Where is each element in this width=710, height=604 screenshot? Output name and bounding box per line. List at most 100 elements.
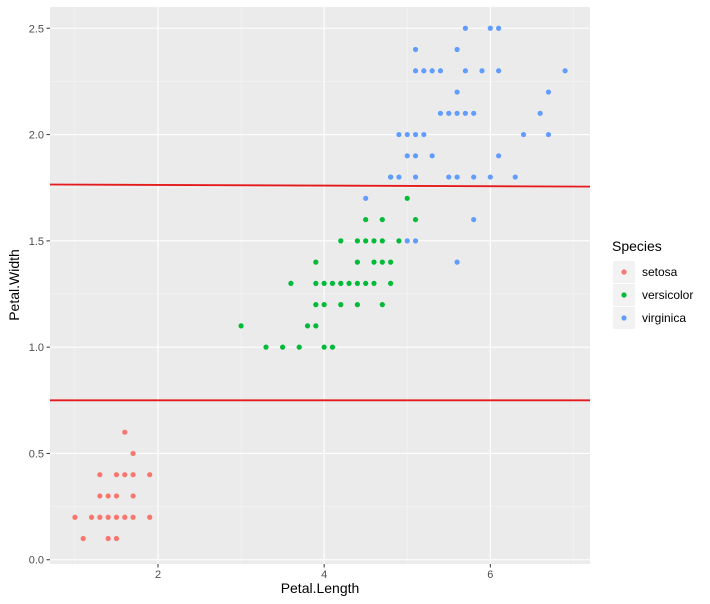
point-virginica — [471, 174, 477, 180]
x-axis-ticks: 2 4 6 — [155, 564, 493, 581]
point-versicolor — [379, 238, 385, 244]
point-virginica — [446, 174, 452, 180]
point-versicolor — [304, 323, 311, 329]
point-virginica — [388, 174, 394, 180]
point-setosa — [97, 493, 103, 499]
point-virginica — [421, 68, 427, 74]
point-versicolor — [388, 259, 394, 265]
legend-marker-setosa — [621, 269, 627, 275]
point-setosa — [147, 472, 153, 478]
point-virginica — [512, 174, 518, 180]
x-tick-label: 2 — [155, 569, 161, 581]
legend: Species setosa versicolor virginica — [612, 238, 693, 329]
point-versicolor — [396, 238, 402, 244]
point-versicolor — [371, 238, 377, 244]
point-virginica — [537, 110, 543, 116]
point-virginica — [545, 131, 552, 138]
point-versicolor — [346, 280, 352, 286]
point-setosa — [105, 493, 111, 499]
point-virginica — [446, 110, 452, 116]
point-versicolor — [371, 259, 377, 265]
point-setosa — [147, 514, 153, 520]
point-virginica — [479, 68, 485, 74]
point-virginica — [462, 25, 468, 31]
point-virginica — [396, 174, 402, 180]
point-virginica — [437, 110, 444, 116]
plot-panel — [50, 7, 590, 564]
point-virginica — [412, 174, 419, 180]
point-setosa — [130, 514, 136, 520]
y-axis-title: Petal.Width — [6, 249, 22, 321]
point-versicolor — [288, 280, 294, 286]
point-versicolor — [388, 280, 394, 286]
point-versicolor — [404, 195, 410, 201]
point-virginica — [562, 68, 568, 74]
point-setosa — [130, 493, 136, 499]
point-versicolor — [338, 238, 344, 244]
point-virginica — [487, 174, 493, 180]
y-tick-label: 1.5 — [29, 236, 44, 248]
y-axis-ticks: 0.0 0.5 1.0 1.5 2.0 2.5 — [29, 23, 50, 567]
point-versicolor — [338, 280, 344, 286]
point-versicolor — [363, 216, 369, 223]
point-virginica — [412, 153, 419, 159]
point-versicolor — [379, 259, 385, 265]
point-virginica — [462, 68, 468, 74]
point-virginica — [496, 153, 502, 159]
x-tick-label: 6 — [487, 569, 493, 581]
point-versicolor — [313, 302, 319, 308]
point-virginica — [545, 89, 552, 95]
point-virginica — [412, 68, 419, 74]
point-virginica — [363, 195, 369, 201]
point-setosa — [113, 514, 120, 520]
point-setosa — [72, 514, 78, 520]
point-virginica — [404, 131, 410, 138]
point-virginica — [421, 131, 427, 138]
point-versicolor — [280, 344, 286, 350]
point-versicolor — [263, 344, 269, 350]
point-virginica — [404, 238, 410, 244]
point-versicolor — [321, 344, 327, 350]
legend-marker-versicolor — [621, 292, 627, 298]
reference-line-2 — [49, 183, 591, 188]
point-versicolor — [354, 302, 360, 308]
point-virginica — [454, 259, 460, 265]
point-versicolor — [338, 302, 344, 308]
point-setosa — [113, 535, 120, 542]
point-versicolor — [363, 280, 369, 286]
x-axis-title: Petal.Length — [281, 580, 360, 596]
point-setosa — [97, 472, 103, 478]
point-versicolor — [379, 302, 385, 308]
point-versicolor — [363, 238, 369, 244]
grid-major — [50, 7, 590, 564]
point-versicolor — [296, 344, 302, 350]
point-virginica — [487, 25, 493, 31]
point-virginica — [437, 68, 444, 74]
point-setosa — [130, 450, 136, 457]
y-tick-label: 0.0 — [29, 555, 44, 567]
point-versicolor — [412, 216, 419, 223]
x-tick-label: 4 — [321, 569, 327, 581]
point-setosa — [97, 514, 103, 520]
legend-title: Species — [612, 238, 662, 254]
point-virginica — [454, 174, 460, 180]
y-tick-label: 1.0 — [29, 342, 44, 354]
point-setosa — [105, 514, 111, 520]
point-versicolor — [329, 280, 336, 286]
point-versicolor — [321, 280, 327, 286]
point-versicolor — [313, 323, 319, 329]
point-setosa — [122, 472, 128, 478]
y-tick-label: 2.5 — [29, 23, 44, 35]
point-versicolor — [313, 259, 319, 265]
legend-items: setosa versicolor virginica — [613, 261, 693, 329]
point-versicolor — [371, 280, 377, 286]
point-setosa — [80, 535, 86, 542]
point-setosa — [122, 429, 128, 435]
points-layer — [72, 25, 568, 542]
point-versicolor — [238, 323, 244, 329]
y-tick-label: 2.0 — [29, 130, 44, 142]
point-virginica — [454, 110, 460, 116]
point-virginica — [412, 46, 419, 53]
point-virginica — [496, 68, 502, 74]
